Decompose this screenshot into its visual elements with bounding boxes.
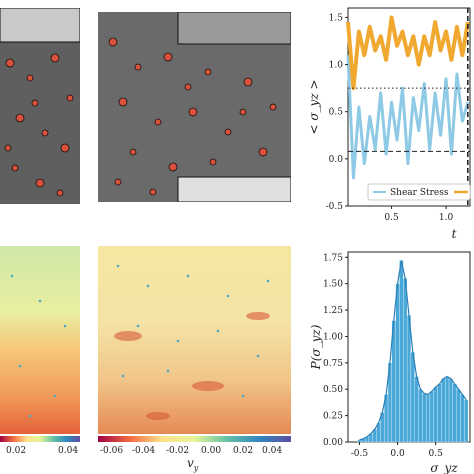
series-line [346,15,470,91]
colorbar-left-tick: 0.04 [58,446,79,456]
histogram-bar [410,352,415,443]
histogram-bar [414,376,419,443]
histogram-bar [433,386,438,443]
histogram-bar [426,394,431,443]
sim-image-top-left [0,8,80,204]
colorbar-left-tick: 0.02 [6,446,27,456]
histogram-bar [464,399,469,443]
legend-box [367,183,471,201]
x-tick-label: -0.5 [351,449,369,459]
x-tick-label: 0.5 [429,449,444,459]
legend-entry: Shear Stress [390,188,449,198]
y-tick-label: 1.75 [323,253,343,263]
histogram-bar [441,378,446,443]
y-tick-label: 1.0 [329,61,344,71]
histogram-bar [460,394,465,443]
x-tick-label: 0.0 [390,449,405,459]
field-image-bottom-left [0,246,80,434]
histogram-bar [399,260,404,443]
x-axis-label: σ_yz [430,461,458,474]
y-tick-label: 1.5 [329,13,344,23]
field-panel-bottom-middle [98,246,291,434]
field-panel-bottom-left [0,246,80,434]
y-tick-label: 0.75 [323,359,343,369]
histogram-bar [406,315,412,443]
histogram-bar [357,439,362,443]
histogram-bar [418,389,423,443]
y-axis-label: < σ_yz > [307,79,321,134]
histogram-bar [456,389,461,443]
stress-time-series-chart: -0.5 0.0 0.5 1.0 1.5 0.5 1.0 Shear Stress t < σ_y… [307,7,471,241]
histogram-bar [395,283,400,443]
colorbar-middle-tick: -0.06 [100,446,124,456]
colorbar-left [0,436,80,442]
sim-image-top-middle [98,12,291,202]
colorbar-middle-label: vy [187,456,199,473]
sim-panel-top-middle [98,12,291,202]
y-tick-label: 0.5 [329,108,344,118]
legend: Shear Stress [367,183,471,201]
histogram-bar [429,391,434,443]
colorbar-middle-tick: 0.02 [233,446,254,456]
y-tick-label: 1.50 [323,280,343,290]
y-tick-label: 0.25 [323,412,343,422]
y-tick-label: 0.50 [323,385,343,395]
histogram-bar [448,378,453,443]
histogram-bar [445,376,450,443]
colorbar-middle-tick: 0.04 [262,446,283,456]
field-image-bottom-middle [98,246,291,434]
x-tick-label: 0.5 [384,213,399,223]
colorbar-middle [98,436,291,442]
colorbar-middle-tick: -0.04 [132,446,156,456]
colorbar-middle-tick: -0.02 [166,446,190,456]
colorbar-middle-tick: 0.00 [201,446,222,456]
histogram-bar [452,383,457,443]
sim-panel-top-left [0,8,80,204]
y-tick-label: -0.5 [326,202,344,212]
density-curve [359,260,467,441]
y-tick-label: 1.00 [323,332,343,342]
x-axis-label: t [452,227,457,241]
y-tick-label: 1.25 [323,306,343,316]
y-axis-label: P(σ_yz) [309,324,323,370]
histogram-bar [437,383,442,443]
y-tick-label: 0.0 [329,155,344,165]
stress-histogram-chart: 0.00 0.25 0.50 0.75 1.00 1.25 1.50 1.75 -0.5 0.0 0… [309,251,471,474]
x-tick-label: 1.0 [439,213,454,223]
series-line [346,55,470,180]
histogram-bar [403,278,408,443]
y-tick-label: 0.00 [323,438,343,448]
histogram-bar [422,393,427,443]
